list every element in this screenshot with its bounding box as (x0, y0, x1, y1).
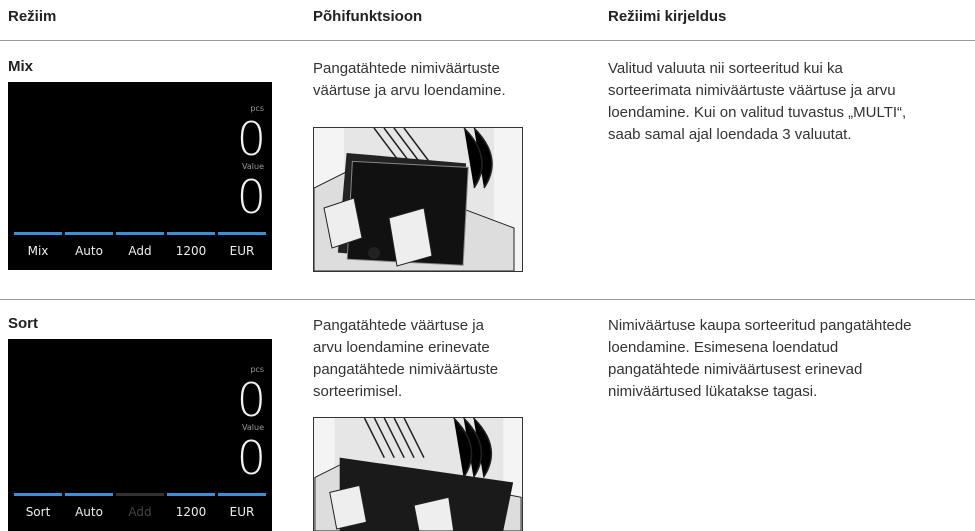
tab: 1200 (167, 232, 215, 258)
tab: EUR (218, 232, 266, 258)
text-line: loendamine. Kui on valitud tuvastus „MUL… (608, 104, 907, 121)
tab-bar: Mix Auto Add 1200 EUR (14, 232, 266, 258)
description-text: Valitud valuuta nii sorteeritud kui ka s… (608, 58, 906, 146)
mode-name: Mix (8, 58, 34, 75)
text-line: Pangatähtede väärtuse ja (313, 317, 484, 334)
function-text: Pangatähtede väärtuse ja arvu loendamine… (313, 315, 498, 403)
value-label: Value (242, 423, 264, 432)
description-text: Nimiväärtuse kaupa sorteeritud pangatäht… (608, 315, 912, 403)
pcs-label: pcs (250, 365, 264, 374)
tab: Auto (65, 232, 113, 258)
tab: Sort (14, 493, 62, 519)
tab-bar: Sort Auto Add 1200 EUR (14, 493, 266, 519)
text-line: pangatähtede nimiväärtuste (313, 361, 499, 378)
tab: 1200 (167, 493, 215, 519)
row-rule (0, 299, 975, 300)
mode-name: Sort (8, 315, 38, 332)
pcs-value: 0 (236, 112, 266, 166)
machine-photo (313, 127, 523, 272)
pcs-value: 0 (236, 373, 266, 427)
tab: Mix (14, 232, 62, 258)
header-rule (0, 40, 975, 41)
column-header: Režiim (8, 8, 57, 25)
value-value: 0 (236, 431, 266, 485)
column-header: Põhifunktsioon (313, 8, 423, 25)
text-line: loendamine. Esimesena loendatud (608, 339, 839, 356)
text-line: arvu loendamine erinevate (313, 339, 490, 356)
text-line: saab samal ajal loendada 3 valuutat. (608, 126, 852, 143)
text-line: Nimiväärtuse kaupa sorteeritud pangatäht… (608, 317, 912, 334)
tab-disabled: Add (116, 493, 164, 519)
text-line: sorteerimisel. (313, 383, 403, 400)
value-value: 0 (236, 170, 266, 224)
device-display: pcs 0 Value 0 Mix Auto Add 1200 EUR (8, 82, 272, 270)
text-line: sorteerimata nimiväärtuste väärtuse ja a… (608, 82, 896, 99)
text-line: nimiväärtused lükatakse tagasi. (608, 383, 818, 400)
tab: Auto (65, 493, 113, 519)
text-line: väärtuse ja arvu loendamine. (313, 82, 506, 99)
text-line: pangatähtede nimiväärtusest erinevad (608, 361, 863, 378)
column-header: Režiimi kirjeldus (608, 8, 727, 25)
tab: EUR (218, 493, 266, 519)
device-display: pcs 0 Value 0 Sort Auto Add 1200 EUR (8, 339, 272, 531)
tab: Add (116, 232, 164, 258)
text-line: Valitud valuuta nii sorteeritud kui ka (608, 60, 843, 77)
function-text: Pangatähtede nimiväärtuste väärtuse ja a… (313, 58, 506, 102)
text-line: Pangatähtede nimiväärtuste (313, 60, 500, 77)
pcs-label: pcs (250, 104, 264, 113)
machine-photo (313, 417, 523, 531)
value-label: Value (242, 162, 264, 171)
